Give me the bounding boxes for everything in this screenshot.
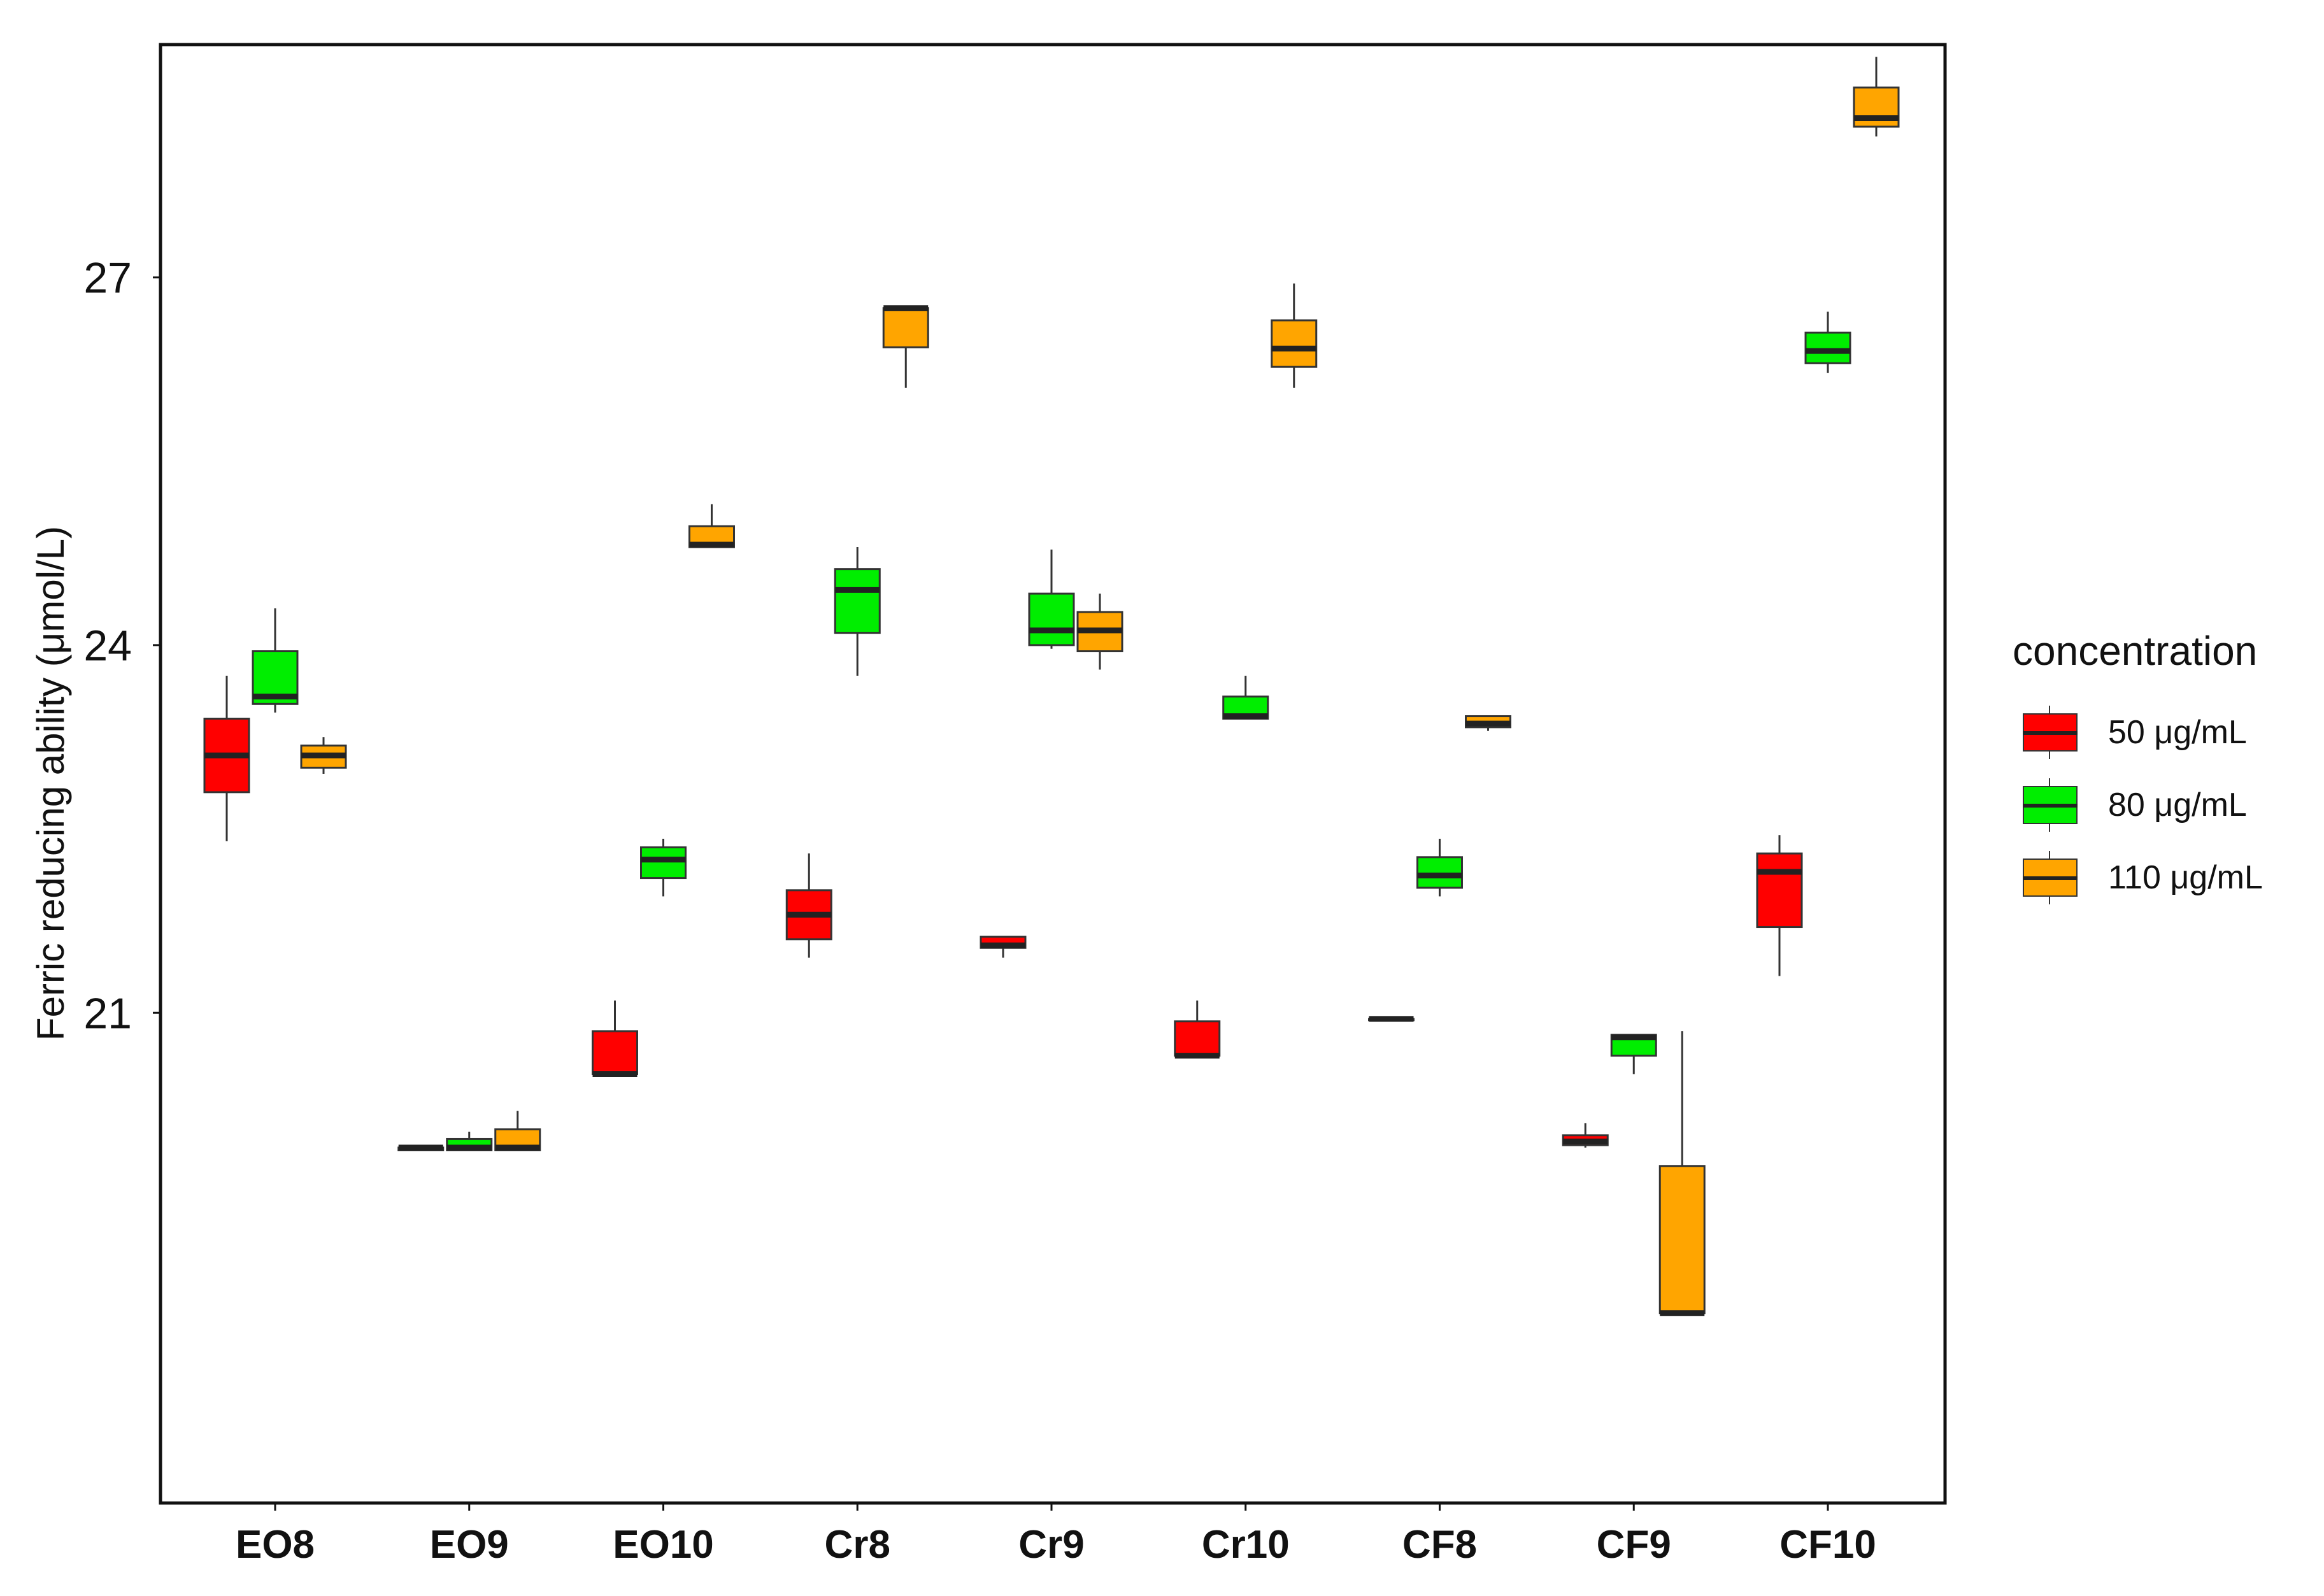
box-Cr9-series-1 <box>1028 549 1075 649</box>
box-CF8-series-0 <box>1368 1016 1415 1022</box>
box-CF9-series-0 <box>1562 1123 1609 1148</box>
box-iqr <box>1271 319 1318 368</box>
box-Cr8-series-0 <box>785 853 832 958</box>
box-Cr10-series-1 <box>1222 676 1269 720</box>
legend-label: 110 μg/mL <box>2108 859 2263 896</box>
box-EO9-series-0 <box>397 1144 445 1151</box>
x-tick-label: CF8 <box>1402 1523 1477 1567</box>
box-CF9-series-2 <box>1658 1031 1706 1316</box>
box-EO8-series-2 <box>300 737 347 774</box>
legend-items: 50 μg/mL 80 μg/mL 110 μg/mL <box>2013 696 2306 914</box>
box-EO10-series-0 <box>592 1001 638 1077</box>
box-CF8-series-1 <box>1416 838 1463 897</box>
x-axis: EO8 EO9 EO10 Cr8 Cr9 Cr10 CF8 CF9 CF10 <box>236 1503 1876 1567</box>
box-CF9-series-1 <box>1610 1034 1657 1074</box>
legend: concentration 50 μg/mL 80 μg/mL 110 μg/mL <box>2013 627 2306 914</box>
legend-title: concentration <box>2013 628 2258 674</box>
box-EO8-series-1 <box>252 608 299 713</box>
y-tick-label: 27 <box>83 254 132 303</box>
x-tick-label: CF10 <box>1779 1523 1876 1567</box>
y-tick-label: 21 <box>83 989 132 1037</box>
box-CF8-series-2 <box>1465 715 1511 731</box>
y-axis-title: Ferric reducing ability (μmol/L) <box>29 526 72 1041</box>
box-iqr <box>592 1030 638 1075</box>
box-iqr <box>1028 592 1075 646</box>
box-EO10-series-1 <box>640 838 687 897</box>
legend-label: 50 μg/mL <box>2108 714 2247 751</box>
box-EO8-series-0 <box>203 676 250 841</box>
box-Cr10-series-0 <box>1174 1001 1221 1059</box>
y-tick-label: 24 <box>83 622 132 670</box>
box-Cr10-series-2 <box>1271 283 1318 388</box>
box-Cr8-series-2 <box>882 305 929 388</box>
x-tick-label: EO10 <box>613 1523 714 1567</box>
box-iqr <box>1174 1020 1221 1057</box>
box-Cr8-series-1 <box>834 546 881 676</box>
box-iqr <box>834 568 881 634</box>
x-tick-label: EO8 <box>236 1523 315 1567</box>
x-tick-label: Cr10 <box>1202 1523 1290 1567</box>
box-EO9-series-1 <box>446 1131 493 1151</box>
box-iqr <box>1756 852 1803 929</box>
legend-item: 50 μg/mL <box>2013 696 2306 769</box>
box-iqr <box>1416 856 1463 889</box>
box-iqr <box>640 846 687 880</box>
legend-label: 80 μg/mL <box>2108 787 2247 823</box>
box-iqr <box>1658 1165 1706 1315</box>
box-iqr <box>1804 331 1851 364</box>
plot-frame <box>159 43 1947 1505</box>
x-tick-label: CF9 <box>1597 1523 1671 1567</box>
y-axis: 21 24 27 <box>83 254 160 1037</box>
box-CF10-series-0 <box>1756 835 1803 976</box>
x-tick-label: Cr9 <box>1018 1523 1084 1567</box>
box-CF10-series-2 <box>1853 57 1900 137</box>
legend-item: 110 μg/mL <box>2013 841 2306 914</box>
x-tick-label: Cr8 <box>825 1523 890 1567</box>
box-iqr <box>882 307 929 348</box>
box-EO10-series-2 <box>688 504 735 548</box>
legend-key <box>2023 851 2078 904</box>
x-tick-label: EO9 <box>430 1523 509 1567</box>
legend-key <box>2023 778 2078 832</box>
legend-item: 80 μg/mL <box>2013 769 2306 841</box>
box-Cr9-series-0 <box>980 936 1027 958</box>
box-Cr9-series-2 <box>1076 594 1123 670</box>
boxes-layer <box>203 57 1900 1316</box>
legend-key <box>2023 706 2078 759</box>
box-CF10-series-1 <box>1804 311 1851 373</box>
box-EO9-series-2 <box>494 1111 541 1151</box>
